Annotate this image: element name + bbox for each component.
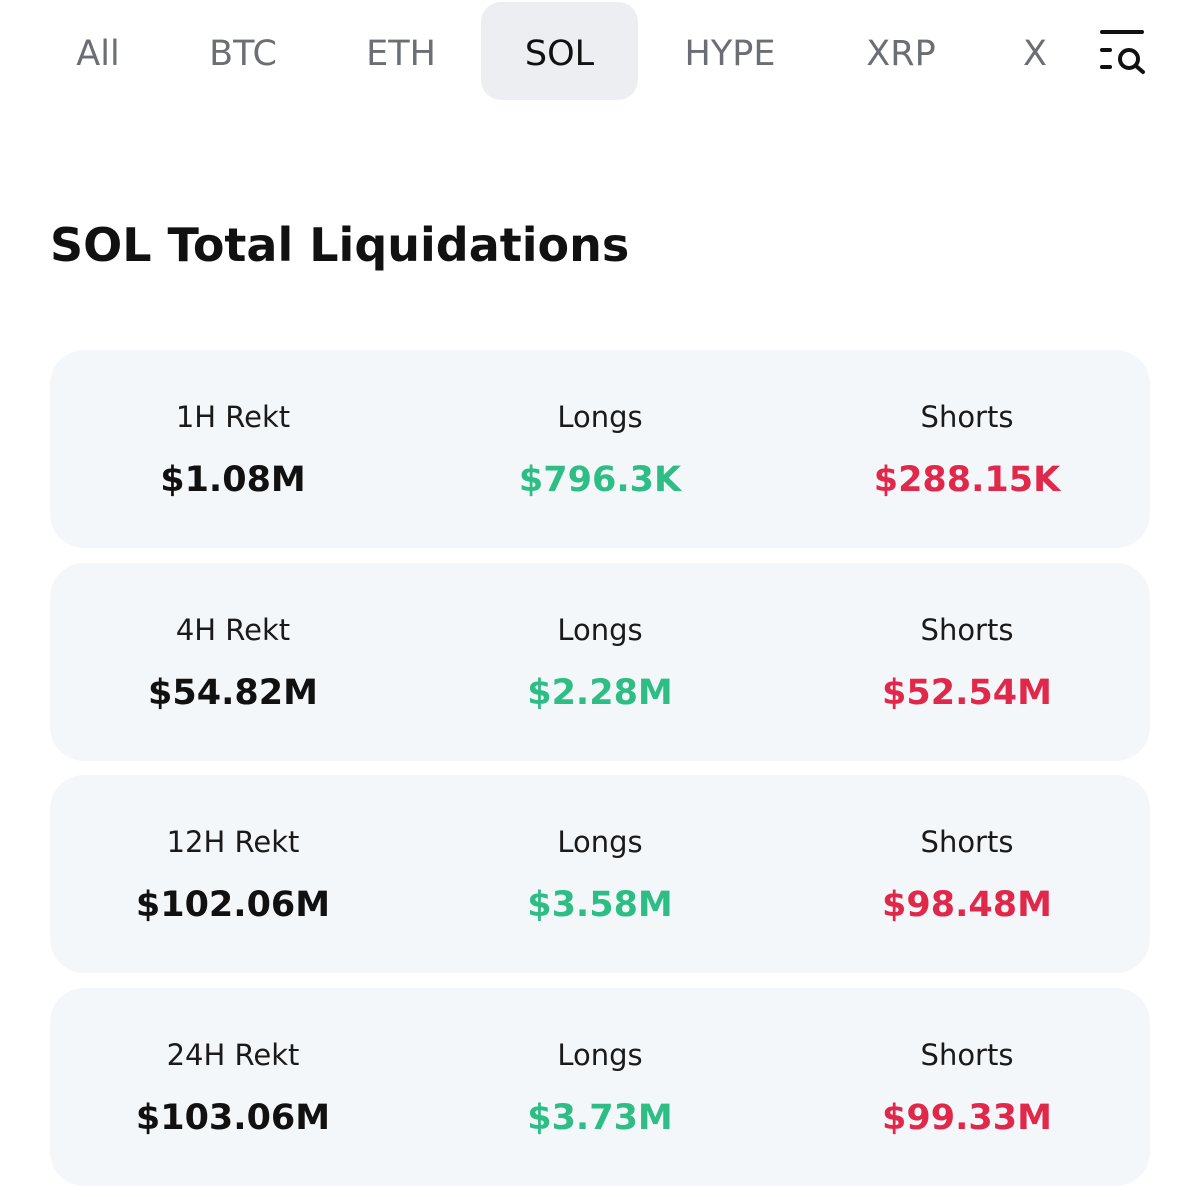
liquidation-card-12h: 12H Rekt $102.06M Longs $3.58M Shorts $9…	[50, 775, 1150, 973]
tab-xrp[interactable]: XRP	[866, 34, 936, 74]
shorts-cell: Shorts $288.15K	[784, 350, 1150, 548]
longs-value: $3.58M	[527, 885, 673, 925]
shorts-value: $98.48M	[882, 885, 1052, 925]
tab-eth[interactable]: ETH	[366, 34, 436, 74]
total-cell: 4H Rekt $54.82M	[50, 563, 416, 761]
liquidation-card-24h: 24H Rekt $103.06M Longs $3.73M Shorts $9…	[50, 988, 1150, 1186]
tab-x[interactable]: X	[1023, 34, 1047, 74]
shorts-value: $288.15K	[873, 460, 1061, 500]
longs-value: $796.3K	[518, 460, 682, 500]
total-cell: 12H Rekt $102.06M	[50, 775, 416, 973]
longs-label: Longs	[557, 1038, 643, 1072]
coin-tab-bar: All BTC ETH SOL HYPE XRP X	[0, 0, 1200, 110]
tab-btc[interactable]: BTC	[209, 34, 277, 74]
longs-cell: Longs $796.3K	[417, 350, 783, 548]
period-label: 12H Rekt	[166, 825, 300, 859]
longs-cell: Longs $2.28M	[417, 563, 783, 761]
liquidation-card-1h: 1H Rekt $1.08M Longs $796.3K Shorts $288…	[50, 350, 1150, 548]
longs-label: Longs	[557, 613, 643, 647]
total-value: $54.82M	[148, 673, 318, 713]
shorts-label: Shorts	[920, 400, 1014, 434]
liquidation-card-4h: 4H Rekt $54.82M Longs $2.28M Shorts $52.…	[50, 563, 1150, 761]
tab-all[interactable]: All	[76, 34, 120, 74]
page-title: SOL Total Liquidations	[50, 218, 630, 272]
total-value: $1.08M	[160, 460, 306, 500]
tab-hype[interactable]: HYPE	[684, 34, 776, 74]
longs-label: Longs	[557, 400, 643, 434]
shorts-label: Shorts	[920, 1038, 1014, 1072]
period-label: 4H Rekt	[175, 613, 291, 647]
total-value: $102.06M	[135, 885, 331, 925]
period-label: 24H Rekt	[166, 1038, 300, 1072]
longs-value: $3.73M	[527, 1098, 673, 1138]
longs-label: Longs	[557, 825, 643, 859]
longs-cell: Longs $3.58M	[417, 775, 783, 973]
shorts-value: $52.54M	[882, 673, 1052, 713]
shorts-value: $99.33M	[882, 1098, 1052, 1138]
shorts-cell: Shorts $98.48M	[784, 775, 1150, 973]
longs-cell: Longs $3.73M	[417, 988, 783, 1186]
shorts-cell: Shorts $52.54M	[784, 563, 1150, 761]
period-label: 1H Rekt	[175, 400, 291, 434]
total-cell: 24H Rekt $103.06M	[50, 988, 416, 1186]
shorts-label: Shorts	[920, 825, 1014, 859]
longs-value: $2.28M	[527, 673, 673, 713]
tab-sol[interactable]: SOL	[481, 2, 638, 100]
total-value: $103.06M	[135, 1098, 331, 1138]
shorts-cell: Shorts $99.33M	[784, 988, 1150, 1186]
total-cell: 1H Rekt $1.08M	[50, 350, 416, 548]
shorts-label: Shorts	[920, 613, 1014, 647]
filter-search-icon[interactable]	[1096, 26, 1154, 78]
